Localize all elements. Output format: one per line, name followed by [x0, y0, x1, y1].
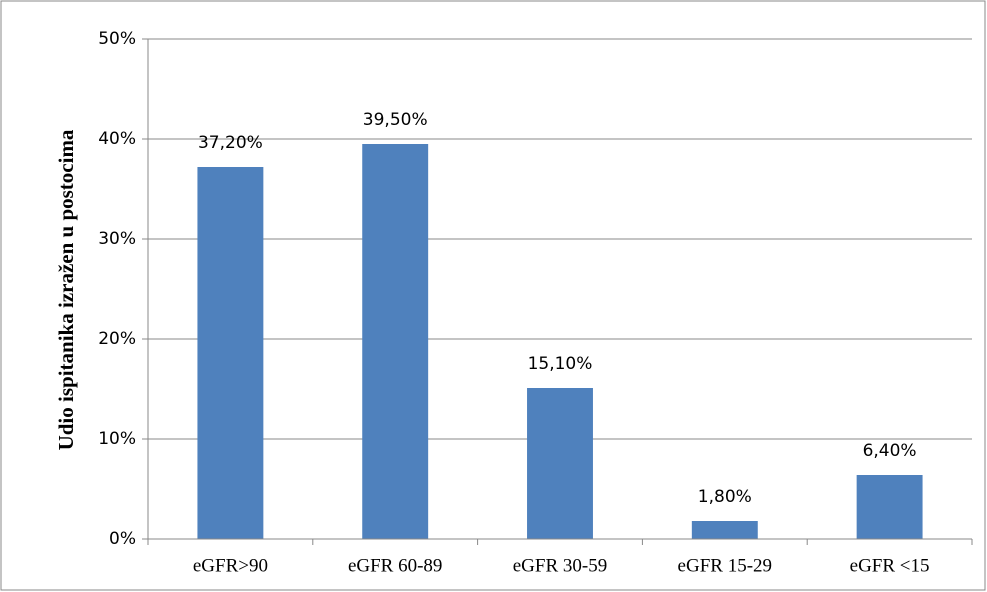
y-tick-label: 40%	[98, 129, 136, 149]
y-tick-label: 50%	[98, 29, 136, 49]
bar	[527, 388, 593, 539]
y-tick-label: 20%	[98, 329, 136, 349]
y-axis-label: Udio ispitanika izražen u postocima	[54, 129, 78, 450]
data-label: 15,10%	[528, 354, 593, 374]
x-tick-label: eGFR <15	[850, 555, 930, 576]
y-tick-label: 10%	[98, 429, 136, 449]
bar	[856, 475, 923, 539]
y-tick-label: 0%	[109, 529, 136, 549]
data-label: 39,50%	[363, 110, 428, 130]
data-label: 1,80%	[698, 487, 752, 507]
y-tick-label: 30%	[98, 229, 136, 249]
data-label: 37,20%	[198, 133, 263, 153]
x-tick-label: eGFR 15-29	[678, 555, 772, 576]
x-tick-label: eGFR 30-59	[513, 555, 607, 576]
data-label: 6,40%	[863, 441, 917, 461]
x-tick-label: eGFR 60-89	[348, 555, 442, 576]
bar	[197, 167, 264, 539]
x-tick-label: eGFR>90	[193, 555, 268, 576]
bar	[691, 521, 758, 539]
bar	[362, 144, 429, 539]
